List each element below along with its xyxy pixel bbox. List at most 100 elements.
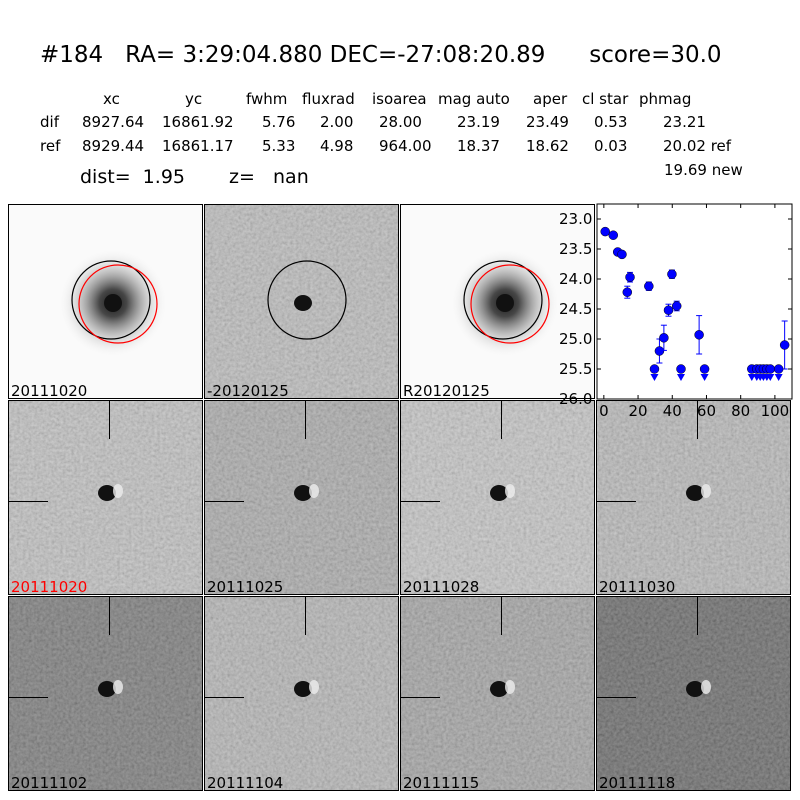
col-header: mag auto — [438, 90, 510, 108]
stamp-date-label: 20111104 — [207, 774, 284, 791]
crosshair-vertical — [305, 401, 306, 439]
data-point — [694, 330, 704, 340]
upper-limit-arrow-icon — [774, 374, 783, 381]
figure-title: #184 RA= 3:29:04.880 DEC=-27:08:20.89 sc… — [40, 42, 722, 68]
table-cell: 16861.92 — [162, 113, 234, 131]
crosshair-vertical — [501, 401, 502, 439]
crosshair-horizontal — [205, 697, 244, 698]
y-tick-label: 25.5 — [559, 360, 592, 378]
crosshair-vertical — [697, 597, 698, 635]
data-point — [644, 281, 654, 291]
upper-limit-arrow-icon — [700, 374, 709, 381]
crosshair-vertical — [501, 597, 502, 635]
col-header: isoarea — [372, 90, 427, 108]
y-tick-label: 24.0 — [559, 270, 592, 288]
stamp-image: 20111030 — [596, 400, 791, 595]
data-point — [600, 226, 610, 237]
table-cell: 8929.44 — [82, 137, 145, 155]
data-point — [625, 272, 635, 282]
stamp-date-label: 20111020 — [11, 382, 88, 399]
crosshair-vertical — [109, 401, 110, 439]
col-header: phmag — [639, 90, 692, 108]
table-cell: 2.00 — [320, 113, 354, 131]
crosshair-horizontal — [9, 697, 48, 698]
table-cell: 23.19 — [457, 113, 500, 131]
stamp-date-label: 20111028 — [403, 578, 480, 595]
col-header: fwhm — [246, 90, 288, 108]
upper-limit-point — [765, 364, 776, 374]
crosshair-horizontal — [401, 697, 440, 698]
stamp-date-label: R20120125 — [403, 382, 490, 399]
stamp-image: -20120125 — [204, 204, 399, 399]
table-cell: 5.76 — [262, 113, 296, 131]
table-cell: 23.21 — [663, 113, 706, 131]
data-point — [608, 230, 618, 240]
data-point — [671, 301, 682, 311]
table-cell: 964.00 — [379, 137, 432, 155]
crosshair-horizontal — [205, 501, 244, 502]
y-tick-label: 26.0 — [559, 390, 592, 408]
table-cell: 0.03 — [594, 137, 628, 155]
stamp-date-label: 20111030 — [599, 578, 676, 595]
col-header: fluxrad — [302, 90, 355, 108]
upper-limit-point — [649, 364, 660, 374]
table-cell: 16861.17 — [162, 137, 234, 155]
crosshair-horizontal — [401, 501, 440, 502]
stamp-date-label: 20111118 — [599, 774, 676, 791]
data-point — [663, 305, 674, 315]
table-cell: 18.37 — [457, 137, 500, 155]
upper-limit-arrow-icon — [650, 374, 659, 381]
crosshair-horizontal — [9, 501, 48, 502]
data-point — [659, 333, 669, 343]
stamp-image: 20111102 — [8, 596, 203, 791]
stamp-date-label: 20111102 — [11, 774, 88, 791]
upper-limit-arrow-icon — [766, 374, 775, 381]
stamp-image: R20120125 — [400, 204, 595, 399]
crosshair-vertical — [697, 401, 698, 439]
stamp-date-label: 20111025 — [207, 578, 284, 595]
table-cell: 23.49 — [526, 113, 569, 131]
crosshair-vertical — [305, 597, 306, 635]
upper-limit-arrow-icon — [676, 374, 685, 381]
stamp-image: 20111020 — [8, 400, 203, 595]
z-value: z= nan — [229, 166, 309, 188]
x-tick-label: 100 — [761, 402, 790, 420]
upper-limit-point — [676, 364, 686, 374]
row-label: ref — [40, 137, 61, 155]
crosshair-vertical — [109, 597, 110, 635]
upper-limit-point — [699, 364, 710, 374]
table-cell: 8927.64 — [82, 113, 145, 131]
table-cell: 20.02 ref — [663, 137, 732, 155]
col-header: cl star — [582, 90, 629, 108]
x-tick-label: 0 — [599, 402, 609, 420]
dist-value: dist= 1.95 — [80, 166, 185, 188]
x-tick-label: 80 — [731, 402, 750, 420]
x-tick-label: 60 — [697, 402, 716, 420]
col-header: aper — [533, 90, 568, 108]
y-tick-label: 24.5 — [559, 300, 592, 318]
light-curve-chart: 23.0 23.5 24.0 24.5 25.0 25.5 26.0 0 20 40 60 80 100 — [559, 203, 793, 420]
x-tick-label: 40 — [663, 402, 682, 420]
stamp-image: 20111104 — [204, 596, 399, 791]
table-cell: 5.33 — [262, 137, 296, 155]
stamp-image: 20111115 — [400, 596, 595, 791]
stamp-date-label: 20111020 — [11, 578, 88, 595]
table-cell: 4.98 — [320, 137, 354, 155]
crosshair-horizontal — [597, 501, 636, 502]
stamp-image: 20111028 — [400, 400, 595, 595]
crosshair-horizontal — [597, 697, 636, 698]
data-point — [617, 249, 627, 260]
stamp-date-label: -20120125 — [207, 382, 289, 399]
stamp-image: 20111025 — [204, 400, 399, 595]
table-cell: 18.62 — [526, 137, 569, 155]
stamp-image: 20111020 — [8, 204, 203, 399]
data-point — [779, 340, 790, 350]
x-tick-label: 20 — [629, 402, 648, 420]
col-header: xc — [103, 90, 120, 108]
row-label: dif — [40, 113, 59, 131]
y-tick-label: 23.5 — [559, 240, 592, 258]
col-header: yc — [185, 90, 203, 108]
table-cell: 0.53 — [594, 113, 628, 131]
data-point — [654, 346, 665, 356]
data-point — [622, 287, 633, 297]
